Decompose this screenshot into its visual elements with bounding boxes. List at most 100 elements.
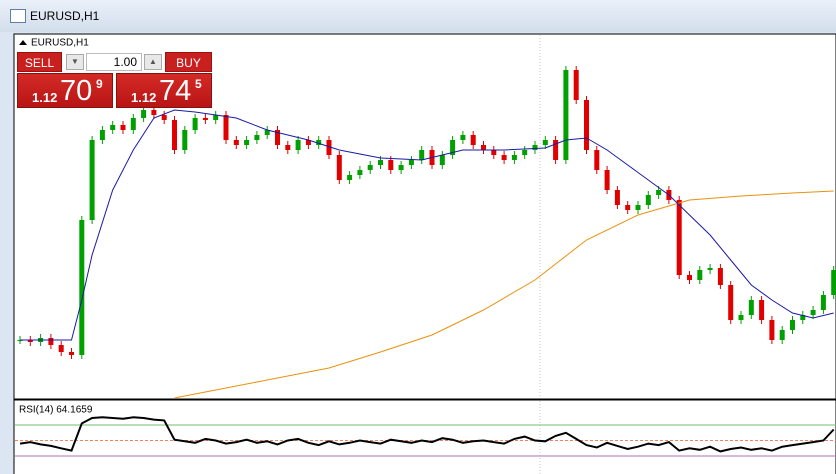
candle (717, 268, 723, 285)
candle (367, 165, 373, 170)
rsi-label: RSI(14) 64.1659 (19, 405, 93, 416)
candle (563, 70, 569, 160)
price-big: 70 (60, 75, 93, 107)
candle (408, 160, 414, 165)
candle (584, 100, 589, 150)
candle (326, 140, 332, 155)
candle (182, 130, 188, 150)
rsi-line (19, 416, 835, 453)
candle (656, 190, 662, 195)
candle (388, 160, 394, 170)
candle (141, 110, 147, 118)
candle (604, 170, 610, 190)
price-prefix: 1.12 (131, 90, 157, 105)
candle (89, 140, 95, 220)
candle (378, 160, 383, 165)
candle (820, 295, 826, 310)
candle (202, 118, 208, 120)
candle (295, 140, 301, 150)
candle (481, 145, 486, 150)
candle (460, 135, 466, 140)
candle (614, 190, 620, 205)
candle (676, 200, 682, 275)
lot-down[interactable]: ▼ (66, 54, 84, 70)
candle (110, 125, 116, 130)
buy-button[interactable]: BUY (165, 52, 212, 72)
candle (223, 115, 229, 140)
candle (810, 310, 816, 315)
moving-average-fast (20, 109, 834, 341)
candle (79, 220, 85, 355)
bid-price[interactable]: 1.12 70 9 (17, 73, 113, 108)
candle (831, 270, 836, 295)
candle (161, 115, 167, 120)
moving-average-slow (174, 190, 834, 398)
candle (69, 352, 74, 355)
candle (398, 165, 404, 170)
candle (594, 150, 600, 170)
collapse-arrow (19, 40, 27, 45)
candle (635, 205, 641, 210)
window-title: EURUSD,H1 (30, 9, 100, 23)
candle (728, 285, 734, 320)
candle (99, 130, 105, 140)
candle (645, 195, 651, 205)
candle (48, 338, 54, 345)
candle (305, 140, 311, 145)
lot-up[interactable]: ▲ (144, 54, 162, 70)
price-pip: 5 (195, 77, 202, 91)
candle (439, 155, 445, 165)
candle (625, 205, 631, 210)
candle (254, 135, 260, 140)
candle (58, 345, 64, 352)
candle (192, 118, 198, 130)
candle (511, 155, 517, 160)
candle (532, 145, 538, 150)
candle (285, 145, 291, 150)
candle (800, 315, 806, 320)
candle (769, 320, 775, 340)
candle (172, 120, 177, 150)
window-icon (10, 9, 26, 23)
candle (759, 300, 765, 320)
candle (779, 330, 785, 340)
candle (501, 155, 507, 160)
candle (316, 140, 322, 145)
price-pip: 9 (96, 77, 103, 91)
candle (419, 150, 425, 160)
symbol-label: EURUSD,H1 (31, 38, 89, 49)
ask-price[interactable]: 1.12 74 5 (116, 73, 212, 108)
candle (790, 320, 795, 330)
candle (697, 270, 703, 280)
candle (738, 315, 744, 320)
candle (491, 150, 497, 155)
candle (553, 140, 559, 160)
candle (450, 140, 456, 155)
candle (347, 175, 353, 180)
candle (27, 340, 33, 342)
candle (470, 135, 476, 145)
candle (244, 140, 250, 145)
price-prefix: 1.12 (32, 90, 58, 105)
candle (522, 150, 528, 155)
candle (275, 130, 280, 145)
candle (357, 170, 363, 175)
candle (151, 110, 157, 115)
candle (573, 70, 579, 100)
candle (748, 300, 754, 315)
candle (233, 140, 239, 145)
candle (707, 268, 713, 270)
title-bar: EURUSD,H1 (0, 0, 836, 32)
candle (120, 125, 126, 130)
candle (336, 155, 342, 180)
lot-field[interactable]: 1.00 (86, 53, 142, 71)
candle (130, 118, 136, 130)
price-big: 74 (159, 75, 192, 107)
rsi-panel (13, 399, 836, 474)
sell-button[interactable]: SELL (17, 52, 62, 72)
candle (542, 140, 548, 145)
candle (213, 115, 219, 120)
candle (687, 275, 692, 280)
